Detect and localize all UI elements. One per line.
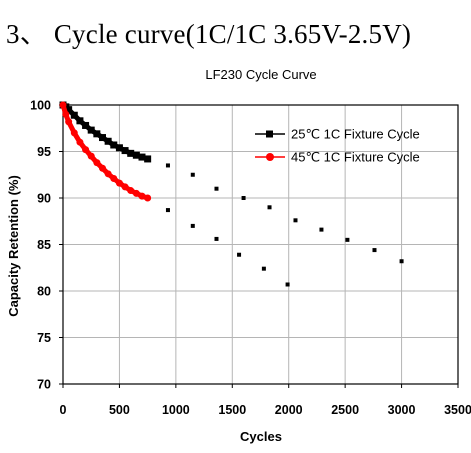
projection-point-upper — [190, 172, 195, 177]
x-axis-label: Cycles — [240, 429, 282, 444]
legend-marker-2 — [266, 153, 274, 161]
series-1-point — [65, 106, 73, 114]
projection-point-upper — [399, 259, 404, 264]
series-1-point — [93, 130, 101, 138]
series-2-point — [93, 159, 101, 167]
legend: 25℃ 1C Fixture Cycle 45℃ 1C Fixture Cycle — [255, 127, 420, 165]
series-2-point — [59, 101, 67, 109]
series-1-point — [70, 111, 78, 119]
projection-point-lower — [165, 208, 170, 213]
projection-point-lower — [285, 282, 290, 287]
series-2-point — [62, 110, 70, 118]
x-tick-label: 3500 — [444, 403, 471, 417]
series-2-point — [87, 152, 95, 160]
y-tick-label: 75 — [37, 331, 51, 345]
chart-title: LF230 Cycle Curve — [205, 67, 316, 82]
series-1-point — [127, 149, 135, 157]
x-tick-label: 2000 — [275, 403, 303, 417]
projection-point-lower — [261, 266, 266, 271]
projection-point-upper — [372, 248, 377, 253]
projection-point-upper — [165, 163, 170, 168]
series-1-point — [115, 144, 123, 152]
series-2-point — [65, 118, 73, 126]
projection-points — [165, 163, 404, 287]
series-2-point — [99, 164, 106, 172]
projection-point-lower — [190, 223, 195, 228]
grid-lines — [63, 105, 458, 384]
legend-marker-1 — [266, 130, 273, 138]
series-1-point — [138, 153, 146, 161]
x-tick-label: 500 — [109, 403, 130, 417]
series-1-point — [132, 151, 140, 159]
x-tick-label: 0 — [60, 403, 67, 417]
series-1-point — [110, 141, 118, 149]
series-2-point — [138, 192, 146, 200]
series-2-point — [70, 129, 78, 137]
series-1-point — [121, 147, 129, 155]
series-2-point — [82, 146, 90, 154]
legend-label-2: 45℃ 1C Fixture Cycle — [291, 150, 420, 165]
y-axis-label: Capacity Retention (%) — [6, 175, 21, 317]
series-1-point — [76, 117, 84, 125]
series-2-point — [132, 189, 140, 197]
y-tick-label: 85 — [37, 238, 51, 252]
projection-point-lower — [214, 236, 219, 241]
series-1-point — [144, 155, 152, 163]
x-tick-label: 1500 — [218, 403, 246, 417]
projection-point-upper — [214, 186, 219, 191]
series-2-point — [127, 187, 135, 195]
x-tick-label: 1000 — [162, 403, 190, 417]
series-1-point — [82, 121, 90, 129]
series-2-point — [144, 194, 152, 202]
series-2-point — [104, 170, 112, 178]
series-2-point — [121, 183, 129, 191]
projection-point-upper — [267, 205, 272, 210]
series-1-point — [87, 126, 95, 134]
projection-point-lower — [237, 252, 242, 257]
projection-point-upper — [241, 196, 246, 200]
series-1-point — [99, 134, 106, 142]
projection-point-upper — [319, 227, 324, 232]
y-tick-label: 90 — [37, 192, 51, 206]
y-tick-label: 80 — [37, 285, 51, 299]
x-tick-label: 2500 — [331, 403, 359, 417]
projection-point-upper — [293, 218, 298, 223]
series-1-point — [104, 137, 112, 145]
legend-label-1: 25℃ 1C Fixture Cycle — [291, 127, 420, 142]
projection-point-upper — [345, 237, 350, 242]
series-2-point — [115, 179, 123, 187]
series-2-point — [110, 174, 118, 182]
axis-ticks: 0 500 1000 1500 2000 2500 3000 3500 70 75 80 85 90 95… — [30, 99, 471, 418]
x-tick-label: 3000 — [388, 403, 416, 417]
y-tick-label: 70 — [37, 378, 51, 392]
y-tick-label: 95 — [37, 145, 51, 159]
page-heading: 3、 Cycle curve(1C/1C 3.65V-2.5V) — [6, 19, 412, 49]
y-tick-label: 100 — [30, 99, 51, 113]
series-layer — [59, 101, 152, 202]
series-2-point — [76, 138, 84, 146]
